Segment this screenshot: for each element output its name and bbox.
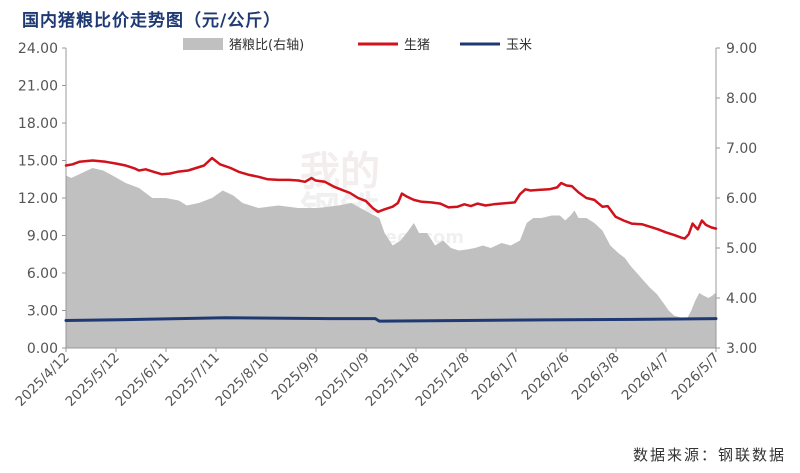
y-tick-label: 3.00 <box>27 304 58 320</box>
y2-tick-label: 9.00 <box>726 41 757 57</box>
y2-tick-label: 7.00 <box>726 141 757 157</box>
series-line-live-hog <box>64 156 718 240</box>
y-tick-label: 24.00 <box>18 41 58 57</box>
x-tick-label: 2026/2/6 <box>519 350 573 404</box>
x-tick-label: 2026/3/8 <box>569 350 623 404</box>
y-tick-label: 0.00 <box>27 341 58 357</box>
y-tick-label: 9.00 <box>27 229 58 245</box>
y-tick-label: 12.00 <box>18 191 58 207</box>
x-tick-label: 2026/1/7 <box>469 350 523 404</box>
legend-label: 玉米 <box>506 38 532 53</box>
x-tick-label: 2026/4/7 <box>619 350 673 404</box>
legend-label: 猪粮比(右轴) <box>229 38 304 53</box>
svg-text:我的: 我的 <box>300 149 380 195</box>
y-tick-label: 6.00 <box>27 266 58 282</box>
y-tick-label: 18.00 <box>18 116 58 132</box>
area-layer <box>66 168 716 348</box>
legend-label: 生猪 <box>404 38 430 53</box>
data-source: 数据来源：钢联数据 <box>632 446 786 464</box>
y2-tick-label: 3.00 <box>726 341 757 357</box>
legend-swatch-area <box>183 38 223 50</box>
x-tick-label: 2026/5/7 <box>669 350 723 404</box>
x-tick-label: 2025/8/10 <box>213 350 273 410</box>
lines-layer <box>64 156 718 323</box>
y-tick-label: 15.00 <box>18 154 58 170</box>
y2-tick-label: 6.00 <box>726 191 757 207</box>
chart-title: 国内猪粮比价走势图（元/公斤） <box>22 11 282 31</box>
x-tick-label: 2025/12/8 <box>413 350 473 410</box>
y2-tick-label: 8.00 <box>726 91 757 107</box>
y2-tick-label: 5.00 <box>726 241 757 257</box>
y2-tick-label: 4.00 <box>726 291 757 307</box>
series-area-pig-grain-ratio <box>66 168 716 348</box>
series-line-corn <box>64 316 718 323</box>
legend: 猪粮比(右轴) 生猪 玉米 <box>183 38 532 53</box>
y-tick-label: 21.00 <box>18 79 58 95</box>
